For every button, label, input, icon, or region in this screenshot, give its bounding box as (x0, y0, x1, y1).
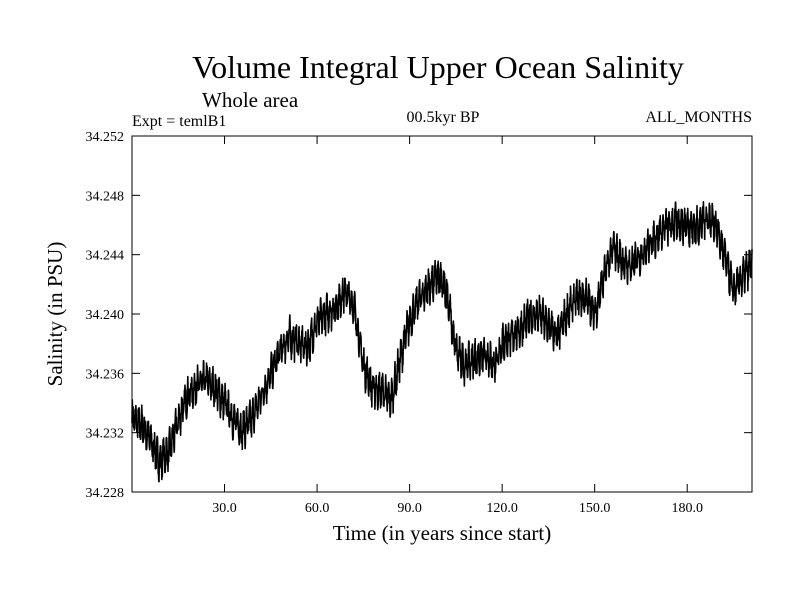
y-tick-label: 34.236 (86, 367, 125, 382)
x-tick-label: 90.0 (397, 501, 422, 516)
y-axis: 34.228 34.232 34.236 34.240 34.244 34.248 34.2… (86, 130, 752, 501)
x-tick-label: 120.0 (486, 501, 518, 516)
salinity-series-line (131, 201, 753, 483)
y-tick-label: 34.240 (86, 308, 125, 323)
x-axis: 30.0 60.0 90.0 120.0 150.0 180.0 (212, 136, 703, 516)
y-tick-label: 34.252 (86, 130, 125, 145)
y-tick-label: 34.232 (86, 427, 125, 442)
x-tick-label: 30.0 (212, 501, 237, 516)
x-tick-label: 150.0 (579, 501, 611, 516)
chart-subtitle: Whole area (202, 88, 299, 112)
period-label: 00.5kyr BP (407, 109, 480, 126)
y-tick-label: 34.244 (86, 249, 125, 264)
x-tick-label: 180.0 (671, 501, 703, 516)
y-axis-label: Salinity (in PSU) (43, 242, 67, 387)
plot-frame (131, 135, 753, 493)
y-tick-label: 34.248 (86, 189, 125, 204)
months-label: ALL_MONTHS (645, 109, 752, 126)
x-tick-label: 60.0 (305, 501, 330, 516)
y-tick-label: 34.228 (86, 486, 125, 501)
x-axis-label: Time (in years since start) (333, 521, 552, 545)
chart-title: Volume Integral Upper Ocean Salinity (192, 49, 684, 85)
experiment-label: Expt = temlB1 (132, 113, 226, 130)
